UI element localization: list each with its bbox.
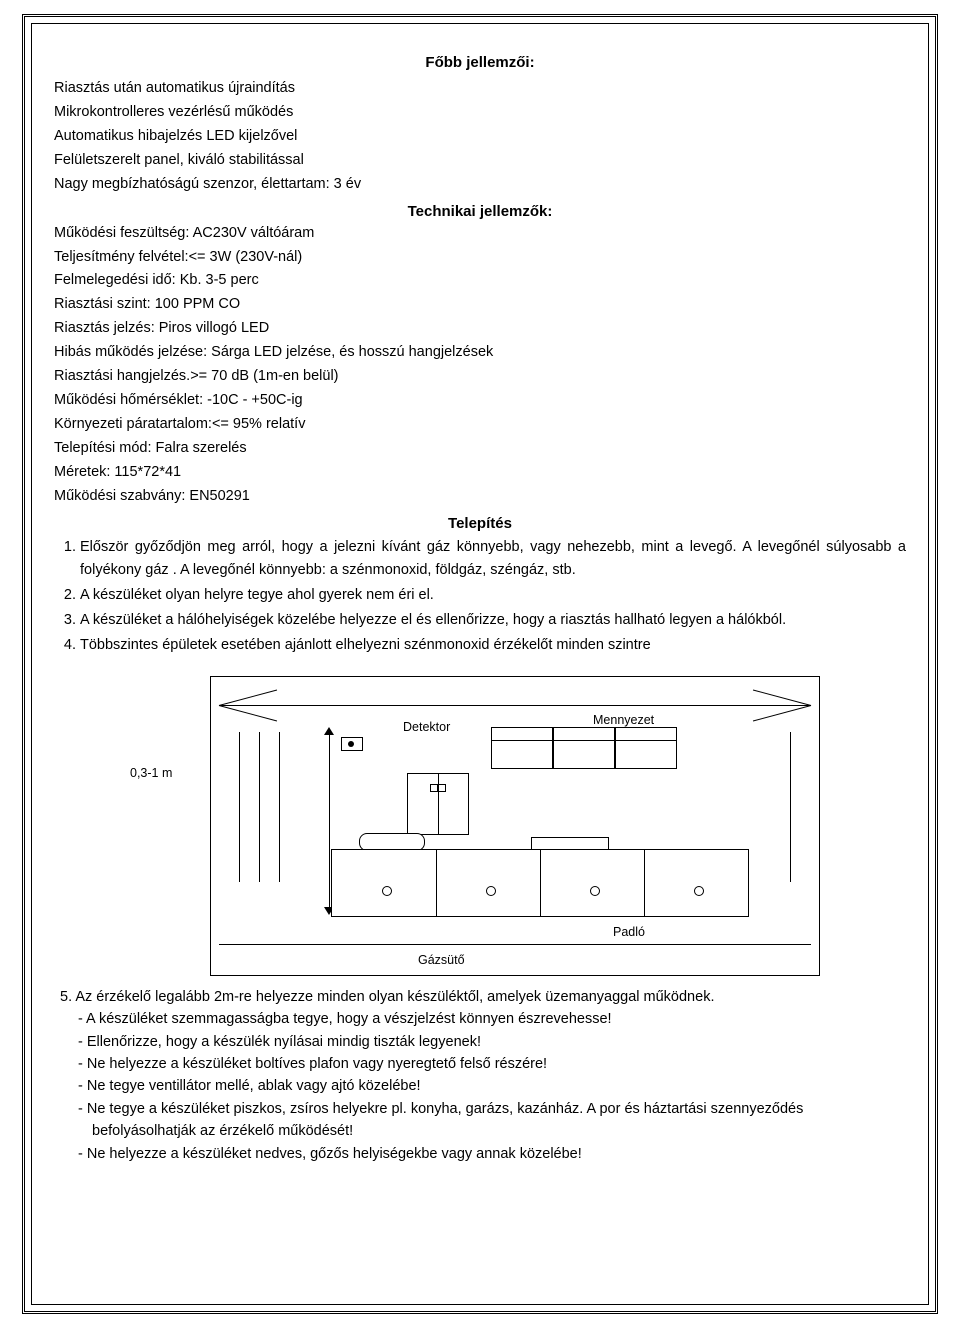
tech-line: Riasztási szint: 100 PPM CO	[54, 293, 906, 317]
tech-line: Működési szabvány: EN50291	[54, 485, 906, 509]
install-step: A készüléket a hálóhelyiségek közelébe h…	[80, 609, 906, 632]
tech-line: Teljesítmény felvétel:<= 3W (230V-nál)	[54, 246, 906, 270]
upper-cabinet	[553, 727, 615, 769]
label-floor: Padló	[611, 925, 647, 939]
install-list: Először győződjön meg arról, hogy a jele…	[54, 536, 906, 658]
counter	[331, 849, 749, 917]
post-note-line: - Ne tegye a készüléket piszkos, zsíros …	[60, 1098, 906, 1120]
perspective-line	[750, 732, 791, 882]
post-note-lead: 5. Az érzékelő legalább 2m-re helyezze m…	[60, 986, 906, 1008]
feature-line: Mikrokontrolleres vezérlésű működés	[54, 101, 906, 125]
heading-main-features: Főbb jellemzői:	[54, 54, 906, 71]
tech-line: Méretek: 115*72*41	[54, 461, 906, 485]
post-note-line: - Ne tegye ventillátor mellé, ablak vagy…	[60, 1075, 906, 1097]
dimension-line	[329, 731, 330, 911]
tech-line: Telepítési mód: Falra szerelés	[54, 437, 906, 461]
perspective-line	[753, 705, 811, 721]
install-step: A készüléket olyan helyre tegye ahol gye…	[80, 584, 906, 607]
upper-cabinet	[491, 727, 553, 769]
perspective-line	[753, 689, 811, 705]
upper-cabinet	[615, 727, 677, 769]
fridge-icon	[407, 773, 469, 835]
perspective-line	[219, 689, 277, 705]
tech-line: Működési hőmérséklet: -10C - +50C-ig	[54, 389, 906, 413]
tech-line: Riasztás jelzés: Piros villogó LED	[54, 317, 906, 341]
feature-line: Nagy megbízhatóságú szenzor, élettartam:…	[54, 173, 906, 197]
heading-installation: Telepítés	[54, 515, 906, 532]
tech-line: Működési feszültség: AC230V váltóáram	[54, 222, 906, 246]
floor-line	[219, 944, 811, 945]
post-note-line: - Ne helyezze a készüléket nedves, gőzős…	[60, 1143, 906, 1165]
feature-line: Felületszerelt panel, kiváló stabilitáss…	[54, 149, 906, 173]
diagram-frame: Detektor Mennyezet Gázsütő Padló	[210, 676, 820, 976]
post-note-line: befolyásolhatják az érzékelő működését!	[60, 1120, 906, 1142]
ceiling-line	[219, 705, 811, 706]
tech-line: Riasztási hangjelzés.>= 70 dB (1m-en bel…	[54, 365, 906, 389]
tech-line: Felmelegedési idő: Kb. 3-5 perc	[54, 269, 906, 293]
perspective-line	[219, 705, 277, 721]
post-notes: 5. Az érzékelő legalább 2m-re helyezze m…	[60, 986, 906, 1166]
feature-line: Automatikus hibajelzés LED kijelzővel	[54, 125, 906, 149]
label-ceiling: Mennyezet	[591, 713, 656, 727]
label-dim: 0,3-1 m	[128, 766, 174, 780]
install-step: Többszintes épületek esetében ajánlott e…	[80, 634, 906, 657]
arrow-up-icon	[324, 727, 334, 735]
post-note-line: - A készüléket szemmagasságba tegye, hog…	[60, 1008, 906, 1030]
tech-line: Hibás működés jelzése: Sárga LED jelzése…	[54, 341, 906, 365]
install-step: Először győződjön meg arról, hogy a jele…	[80, 536, 906, 582]
label-stove: Gázsütő	[416, 953, 467, 967]
feature-line: Riasztás után automatikus újraindítás	[54, 77, 906, 101]
tech-line: Környezeti páratartalom:<= 95% relatív	[54, 413, 906, 437]
post-note-line: - Ellenőrizze, hogy a készülék nyílásai …	[60, 1031, 906, 1053]
installation-diagram: 0,3-1 m	[120, 676, 840, 976]
detector-icon	[341, 737, 363, 751]
post-note-line: - Ne helyezze a készüléket boltíves plaf…	[60, 1053, 906, 1075]
label-detector: Detektor	[401, 720, 452, 734]
perspective-line	[279, 732, 320, 882]
heading-tech-specs: Technikai jellemzők:	[54, 203, 906, 220]
